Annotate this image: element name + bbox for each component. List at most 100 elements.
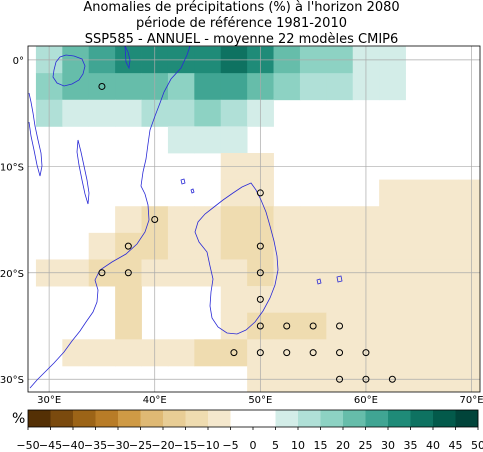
anomaly-cell (299, 232, 327, 260)
colorbar-tick-label: −50 (16, 439, 39, 452)
agreement-marker (256, 269, 264, 277)
anomaly-cell (299, 286, 327, 314)
colorbar-tick-label: 15 (314, 439, 328, 452)
anomaly-cell (405, 232, 433, 260)
agreement-marker (256, 242, 264, 250)
lon-tick-label: 30°E (37, 395, 61, 406)
colorbar-tick-label: 50 (471, 439, 483, 452)
colorbar-tick-label: 0 (250, 439, 257, 452)
colorbar-swatch (388, 410, 411, 427)
anomaly-cell (88, 232, 116, 260)
anomaly-cell (115, 99, 142, 127)
anomaly-cell (405, 312, 433, 340)
colorbar-swatch (298, 410, 321, 427)
anomaly-cell (458, 339, 480, 367)
anomaly-cell (220, 206, 248, 234)
anomaly-cell (194, 126, 222, 154)
anomaly-cell (115, 312, 142, 340)
anomaly-cell (220, 232, 248, 260)
agreement-marker (98, 269, 106, 277)
colorbar-tick-label: 35 (404, 439, 418, 452)
anomaly-cell (326, 206, 354, 234)
colorbar-swatch (365, 410, 389, 427)
anomaly-cell (326, 339, 354, 367)
anomaly-cell (458, 179, 480, 207)
colorbar-tick-label: 30 (381, 439, 395, 452)
agreement-marker (151, 216, 159, 224)
anomaly-cell (115, 73, 142, 101)
anomaly-cell (167, 206, 195, 234)
colorbar-tick-label: −30 (106, 439, 129, 452)
colorbar-swatch (433, 410, 456, 427)
colorbar-tick-label: −25 (129, 439, 152, 452)
colorbar-tick-label: −45 (39, 439, 62, 452)
lat-tick-label: 20°S (0, 269, 24, 280)
colorbar-swatch (140, 410, 164, 427)
coastlines (28, 46, 343, 389)
anomaly-cell (379, 73, 406, 101)
anomaly-cell (405, 179, 433, 207)
anomaly-cell (458, 286, 480, 314)
colorbar-swatch (275, 410, 299, 427)
colorbar-swatch (455, 410, 479, 427)
anomaly-cell (115, 206, 142, 234)
colorbar-swatch (410, 410, 434, 427)
lon-tick-label: 40°E (143, 395, 167, 406)
colorbar-swatch (73, 410, 96, 427)
anomaly-cell (299, 206, 327, 234)
lon-tick-label: 60°E (354, 395, 378, 406)
anomaly-cell (220, 179, 248, 207)
anomaly-cell (220, 312, 248, 340)
lake-malawi (76, 139, 90, 205)
colorbar-tick-label: 5 (272, 439, 279, 452)
agreement-marker (336, 349, 344, 357)
anomaly-cell (405, 339, 433, 367)
colorbar: −50 −45 −40 −35 −30 −25 −20 −15 −10 −5 0 5 10 15 20 25 3… (12, 409, 483, 452)
agreement-marker (230, 349, 238, 357)
anomaly-cell (379, 312, 406, 340)
anomaly-cell (431, 179, 459, 207)
colorbar-tick-label: 20 (336, 439, 350, 452)
graticule (28, 46, 480, 392)
agreement-marker (256, 295, 264, 303)
agreement-marker (124, 269, 132, 277)
anomaly-cell (167, 73, 195, 101)
anomaly-cell (273, 286, 301, 314)
anomaly-cell (194, 73, 222, 101)
colorbar-swatch (95, 410, 119, 427)
map-title-line-2: période de référence 1981-2010 (136, 16, 347, 31)
colorbar-tick-label: 40 (426, 439, 440, 452)
comoros-islands (180, 178, 195, 194)
colorbar-swatch (208, 410, 231, 427)
anomaly-cell (273, 232, 301, 260)
anomaly-cell (458, 312, 480, 340)
anomaly-cell (62, 99, 90, 127)
lon-tick-label: 70°E (460, 395, 483, 406)
anomaly-cell (115, 232, 142, 260)
anomaly-cell (115, 339, 142, 367)
anomaly-cell (88, 99, 116, 127)
agreement-marker (388, 375, 396, 383)
anomaly-cell (458, 232, 480, 260)
anomaly-cell (167, 339, 195, 367)
colorbar-tick-label: −10 (196, 439, 219, 452)
anomaly-cell (431, 206, 459, 234)
anomaly-cell (220, 339, 248, 367)
agreement-marker (256, 189, 264, 197)
anomaly-cell (299, 312, 327, 340)
anomaly-cell (431, 286, 459, 314)
colorbar-swatch (253, 410, 276, 427)
colorbar-swatch (185, 410, 209, 427)
agreement-marker (283, 322, 291, 330)
anomaly-cell (431, 339, 459, 367)
anomaly-cell (115, 286, 142, 314)
anomaly-cell (273, 206, 301, 234)
agreement-marker (336, 375, 344, 383)
mascarene-islands (316, 275, 343, 285)
anomaly-cell (299, 339, 327, 367)
colorbar-tick-label: −35 (84, 439, 107, 452)
axis-labels: 30°E 40°E 50°E 60°E 70°E 0° 10°S 20°S 30°S (0, 56, 483, 406)
colorbar-swatch (343, 410, 366, 427)
agreement-marker (362, 349, 370, 357)
